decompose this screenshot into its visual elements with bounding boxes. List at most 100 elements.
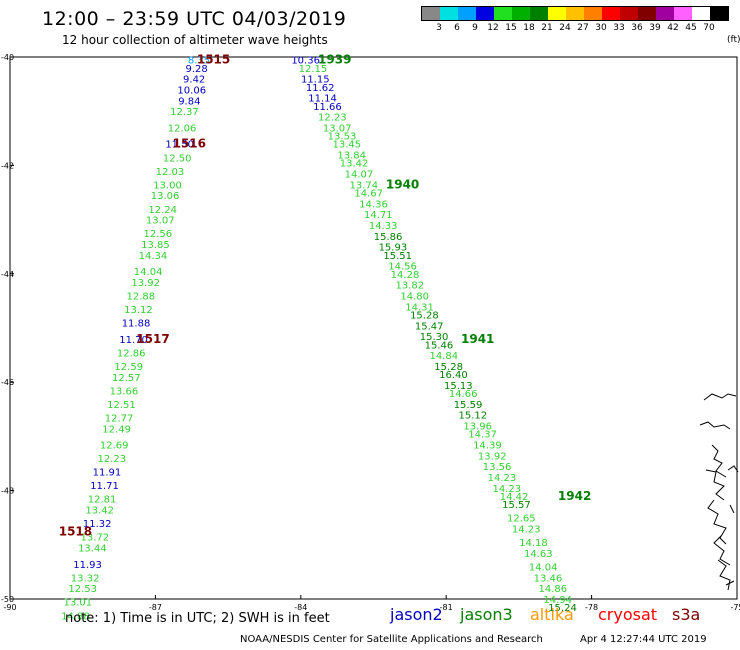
wave-height-value: 12.49 [102, 424, 131, 435]
lon-tick-label: -84 [294, 603, 307, 612]
color-scale-label: 21 [541, 23, 553, 33]
lon-tick-label: -81 [440, 603, 453, 612]
wave-height-value: 13.53 [328, 132, 357, 143]
lat-tick-label: -44 [1, 270, 14, 279]
wave-height-value: 14.23 [488, 473, 517, 484]
color-scale-label: 9 [472, 23, 478, 33]
wave-height-value: 16.40 [439, 370, 468, 381]
wave-height-value: 10.06 [177, 86, 206, 97]
wave-height-value: 12.53 [68, 584, 97, 595]
color-scale-boxes [421, 6, 729, 21]
time-label: 1516 [173, 137, 206, 151]
color-scale-swatch [674, 7, 692, 20]
wave-height-value: 14.31 [405, 302, 434, 313]
color-scale-labels: (ft) 3 6 9 12 15 18 21 24 27 30 33 36 39 42 45 70 [421, 21, 740, 45]
wave-height-value: 12.23 [97, 454, 126, 465]
time-label: 1515 [197, 53, 230, 67]
wave-height-value: 14.37 [468, 430, 497, 441]
wave-height-value: 15.28 [434, 362, 463, 373]
wave-height-value: 14.33 [369, 221, 398, 232]
wave-height-value: 14.23 [512, 525, 541, 536]
wave-height-value: 12.56 [144, 229, 173, 240]
coastline [699, 393, 739, 591]
satellite-legend-jason2: jason2 [390, 605, 443, 624]
wave-height-value: 13.42 [340, 159, 369, 170]
wave-height-value: 15.93 [379, 243, 408, 254]
wave-height-value: 13.06 [151, 191, 180, 202]
lat-tick-label: -50 [1, 595, 14, 604]
lat-tick-label: -40 [1, 53, 14, 62]
wave-height-value: 11.71 [90, 481, 119, 492]
wave-height-value: 14.67 [354, 189, 383, 200]
wave-height-value: 11.15 [301, 75, 330, 86]
color-scale-label: 18 [523, 23, 535, 33]
grid: -90 -87 -84 -81 -78 -75 -40 -42 -44 -46 -48 -50 [1, 53, 740, 612]
wave-height-value: 13.96 [463, 422, 492, 433]
satellite-legend-jason3: jason3 [460, 605, 513, 624]
wave-height-value: 15.59 [454, 400, 483, 411]
wave-height-value: 12.69 [100, 441, 129, 452]
wave-height-value: 12.50 [163, 153, 192, 164]
time-label: 1517 [136, 332, 169, 346]
lat-tick-label: -46 [1, 378, 14, 387]
wave-height-value: 14.86 [539, 584, 568, 595]
wave-height-value: 14.04 [529, 562, 558, 573]
wave-height-value: 13.56 [483, 462, 512, 473]
color-scale-label: 12 [487, 23, 499, 33]
color-scale-label: 70 [703, 23, 715, 33]
color-scale-legend: (ft) 3 6 9 12 15 18 21 24 27 30 33 36 39 42 45 70 [421, 6, 740, 45]
wave-height-value: 12.37 [170, 107, 199, 118]
wave-height-value: 12.86 [117, 348, 146, 359]
wave-height-value: 9.42 [183, 75, 205, 86]
wave-height-value: 13.45 [333, 140, 362, 151]
wave-height-value: 11.93 [73, 560, 102, 571]
wave-height-value: 13.84 [337, 151, 366, 162]
wave-height-value: 14.56 [388, 262, 417, 273]
color-scale-swatch [602, 7, 620, 20]
wave-height-value: 12.06 [168, 123, 197, 134]
wave-height-value: 12.51 [107, 400, 136, 411]
color-scale-swatch [710, 7, 728, 20]
color-scale-swatch [566, 7, 584, 20]
wave-height-value: 13.66 [110, 386, 139, 397]
wave-height-value: 11.91 [93, 468, 122, 479]
color-scale-label: 6 [454, 23, 460, 33]
credit-text: NOAA/NESDIS Center for Satellite Applica… [240, 634, 543, 645]
lat-tick-label: -42 [1, 161, 14, 170]
wave-height-value: 15.46 [425, 340, 454, 351]
wave-height-value: 14.71 [364, 210, 393, 221]
wave-height-value: 12.23 [318, 113, 347, 124]
color-scale-label: 36 [631, 23, 643, 33]
wave-height-value: 14.07 [345, 170, 374, 181]
color-scale-swatch [512, 7, 530, 20]
color-scale-label: 3 [436, 23, 442, 33]
time-label: 1518 [59, 524, 92, 538]
color-scale-swatch [476, 7, 494, 20]
generated-timestamp: Apr 4 12:27:44 UTC 2019 [580, 634, 707, 645]
lon-tick-label: -90 [3, 603, 16, 612]
color-scale-label: 39 [649, 23, 661, 33]
wave-height-value: 15.86 [374, 232, 403, 243]
wave-height-value: 14.66 [449, 389, 478, 400]
wave-height-value: 15.13 [444, 381, 473, 392]
wave-height-value: 15.30 [420, 332, 449, 343]
color-scale-label: 45 [685, 23, 697, 33]
color-scale-label: 30 [595, 23, 607, 33]
color-scale-swatch [620, 7, 638, 20]
wave-height-value: 11.32 [83, 519, 112, 530]
wave-height-value: 11.14 [308, 94, 337, 105]
lon-tick-label: -78 [585, 603, 598, 612]
satellite-legend-cryosat: cryosat [598, 605, 658, 624]
wave-height-value: 12.15 [299, 64, 328, 75]
color-scale-swatch [530, 7, 548, 20]
wave-height-value: 13.01 [64, 598, 93, 609]
color-scale-label: 15 [505, 23, 517, 33]
color-scale-unit: (ft) [727, 35, 740, 45]
page-title: 12:00 – 23:59 UTC 04/03/2019 [42, 8, 347, 30]
satellite-legend-s3a: s3a [672, 605, 701, 624]
wave-height-value: 12.03 [156, 167, 185, 178]
wave-height-value: 15.51 [383, 251, 412, 262]
wave-height-value: 12.77 [105, 413, 134, 424]
time-label: 1941 [461, 332, 494, 346]
